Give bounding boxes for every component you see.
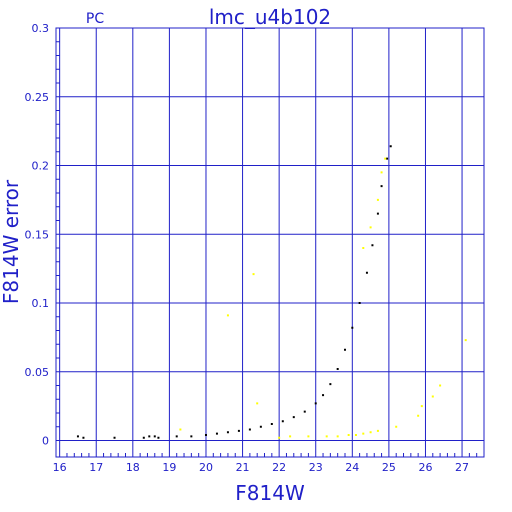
data-point	[431, 395, 434, 398]
x-tick-label: 18	[126, 461, 140, 474]
data-point	[153, 435, 156, 438]
x-tick-label: 25	[382, 461, 396, 474]
data-point	[256, 402, 259, 405]
data-point	[376, 198, 379, 201]
y-tick-label: 0	[42, 435, 49, 448]
x-tick-label: 26	[418, 461, 432, 474]
data-point	[303, 410, 306, 413]
data-point	[389, 145, 392, 148]
data-point	[376, 429, 379, 432]
data-points	[76, 145, 467, 439]
data-point	[365, 271, 368, 274]
data-point	[226, 431, 229, 434]
data-point	[384, 157, 387, 160]
data-point	[204, 434, 207, 436]
data-point	[351, 326, 354, 329]
y-tick-label: 0.15	[25, 228, 50, 241]
data-point	[157, 436, 160, 439]
data-point	[148, 435, 151, 438]
data-point	[142, 436, 145, 439]
data-point	[226, 314, 229, 317]
data-point	[362, 432, 365, 435]
y-tick-label: 0.3	[32, 22, 50, 35]
data-point	[325, 435, 328, 438]
data-point	[358, 302, 361, 304]
data-point	[113, 436, 116, 439]
x-axis-label: F814W	[235, 481, 305, 505]
data-point	[464, 339, 467, 342]
plot-frame	[55, 27, 485, 458]
y-tick-label: 0.05	[25, 366, 50, 379]
data-point	[336, 368, 339, 370]
data-point	[376, 212, 379, 215]
data-point	[354, 434, 357, 436]
grid	[56, 27, 484, 457]
data-point	[395, 425, 398, 428]
chart-subtitle: PC	[86, 11, 104, 27]
data-point	[292, 416, 295, 419]
data-point	[439, 384, 442, 387]
y-tick-label: 0.2	[32, 160, 50, 173]
data-point	[369, 431, 372, 434]
data-point	[420, 405, 423, 408]
data-point	[270, 423, 273, 425]
data-point	[248, 428, 251, 431]
data-point	[380, 171, 383, 174]
data-point	[369, 226, 372, 229]
data-point	[417, 414, 420, 417]
x-tick-label: 20	[199, 461, 213, 474]
data-point	[252, 273, 255, 276]
data-point	[82, 436, 85, 439]
tick-labels: 16 17 18 19 20 21 22 23 24 25 26 27 0 0.05 0.1 0.15 0.2 0…	[25, 22, 470, 474]
x-tick-label: 24	[345, 461, 359, 474]
data-point	[380, 185, 383, 188]
data-point	[175, 435, 178, 438]
data-point	[343, 348, 346, 351]
data-point	[336, 435, 339, 438]
data-point	[322, 394, 325, 397]
x-tick-label: 21	[236, 461, 250, 474]
data-point	[307, 435, 310, 438]
x-tick-label: 23	[309, 461, 323, 474]
data-point	[347, 434, 350, 436]
x-tick-label: 17	[89, 461, 103, 474]
data-point	[76, 435, 79, 438]
x-tick-label: 19	[162, 461, 176, 474]
data-point	[362, 247, 365, 249]
x-tick-label: 27	[455, 461, 469, 474]
data-point	[314, 402, 317, 405]
data-point	[237, 429, 240, 432]
y-tick-label: 0.1	[32, 297, 50, 310]
y-tick-label: 0.25	[25, 91, 50, 104]
data-point	[281, 420, 284, 423]
data-point	[278, 436, 281, 439]
data-point	[289, 435, 292, 438]
chart-title: lmc_u4b102	[209, 5, 331, 29]
data-point	[371, 244, 374, 247]
data-point	[386, 157, 389, 160]
x-tick-label: 16	[53, 461, 67, 474]
data-point	[179, 428, 182, 431]
data-point	[259, 425, 262, 428]
x-tick-label: 22	[272, 461, 286, 474]
data-point	[329, 383, 332, 386]
y-axis-label: F814W error	[0, 179, 23, 304]
data-point	[215, 432, 218, 435]
data-point	[190, 435, 193, 438]
